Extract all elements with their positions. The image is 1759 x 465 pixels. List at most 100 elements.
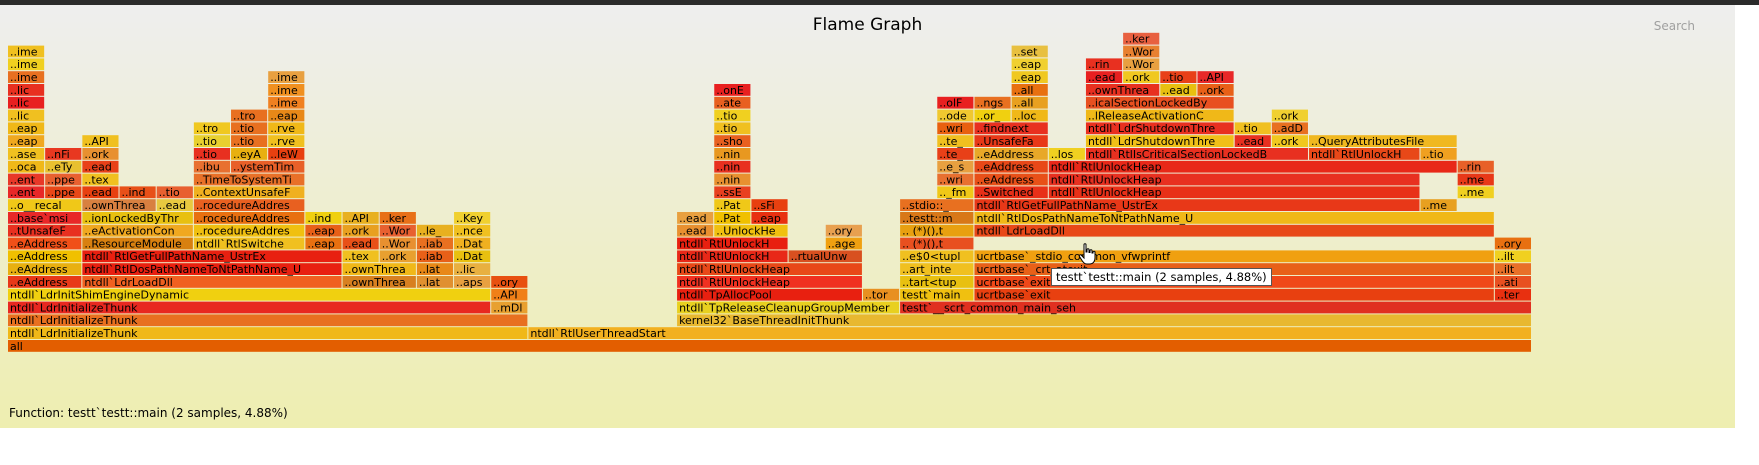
flame-frame-rect[interactable] <box>1420 148 1457 160</box>
flame-frame[interactable]: all <box>8 340 1531 353</box>
flame-frame[interactable]: ..Dat <box>454 237 491 250</box>
flame-frame-rect[interactable] <box>268 148 305 160</box>
search-button[interactable]: Search <box>1653 19 1695 33</box>
flame-frame[interactable]: ntdll`LdrLoadDll <box>82 276 342 289</box>
flame-frame-rect[interactable] <box>491 288 528 301</box>
flame-frame-rect[interactable] <box>156 199 193 211</box>
flame-frame-rect[interactable] <box>82 224 193 237</box>
flame-frame[interactable]: ..tio <box>1160 71 1197 84</box>
flame-frame[interactable]: ..iab <box>416 250 454 263</box>
flame-frame[interactable]: testt`main <box>900 289 974 302</box>
flame-frame[interactable]: ..ode <box>937 109 974 122</box>
flame-frame-rect[interactable] <box>231 109 268 122</box>
flame-frame-rect[interactable] <box>454 263 491 275</box>
flame-frame-rect[interactable] <box>974 148 1048 160</box>
flame-frame[interactable]: .._fm <box>937 186 974 199</box>
flame-frame-rect[interactable] <box>8 122 45 135</box>
flame-frame-rect[interactable] <box>751 199 788 211</box>
flame-frame-rect[interactable] <box>193 173 305 186</box>
flame-frame-rect[interactable] <box>8 237 82 250</box>
flame-frame[interactable]: ..ionLockedByThr <box>82 212 193 225</box>
flame-frame-rect[interactable] <box>1494 237 1531 250</box>
flame-frame[interactable]: ..TimeToSystemTi <box>193 173 305 186</box>
flame-frame[interactable]: ucrtbase`exit <box>974 288 1494 302</box>
flame-frame[interactable]: ..ind <box>305 212 342 225</box>
flame-frame-rect[interactable] <box>900 212 974 224</box>
flame-frame[interactable]: ..ead <box>156 199 193 212</box>
flame-frame[interactable]: ..rin <box>1457 161 1494 174</box>
flame-frame[interactable]: ..Switched <box>974 186 1048 199</box>
flame-frame[interactable]: ..ppe <box>45 186 82 199</box>
flame-frame-rect[interactable] <box>937 122 974 135</box>
flame-frame-rect[interactable] <box>8 148 45 160</box>
flame-frame[interactable]: ..API <box>342 212 379 225</box>
flame-frame-rect[interactable] <box>714 148 751 160</box>
flame-frame[interactable]: ..onE <box>714 84 751 97</box>
flame-frame[interactable]: ..tex <box>342 250 379 263</box>
flame-frame[interactable]: ..eAddress <box>8 263 82 276</box>
flame-frame[interactable]: ..rin <box>1085 58 1123 71</box>
flame-frame-rect[interactable] <box>1085 71 1123 83</box>
flame-frame-rect[interactable] <box>974 288 1494 301</box>
flame-frame-rect[interactable] <box>1420 199 1457 211</box>
flame-frame-rect[interactable] <box>454 250 491 263</box>
flame-frame-rect[interactable] <box>1085 122 1234 135</box>
flame-frame-rect[interactable] <box>1494 263 1531 275</box>
flame-frame[interactable]: ..eAddress <box>8 276 82 289</box>
flame-frame[interactable]: ..icalSectionLockedBy <box>1085 97 1234 110</box>
flame-frame[interactable]: ..tex <box>82 173 119 186</box>
flame-frame-rect[interactable] <box>714 84 751 96</box>
flame-frame-rect[interactable] <box>8 109 45 122</box>
flame-frame-rect[interactable] <box>8 199 82 211</box>
flame-frame-rect[interactable] <box>45 186 82 199</box>
flame-frame[interactable]: testt`__scrt_common_main_seh <box>900 301 1531 314</box>
flame-frame[interactable]: ..ownThrea <box>342 263 416 276</box>
flame-frame[interactable]: ntdll`RtlSwitche <box>193 237 305 250</box>
flame-frame[interactable]: ..lic <box>8 109 45 122</box>
flame-frame[interactable]: ..ent <box>8 186 45 199</box>
flame-frame[interactable]: ucrtbase`_stdio_common_vfwprintf <box>974 250 1494 263</box>
flame-frame[interactable]: ..eAddress <box>974 173 1048 186</box>
flame-frame[interactable]: ..ker <box>1123 33 1160 46</box>
flame-frame-rect[interactable] <box>974 160 1048 173</box>
flame-frame-rect[interactable] <box>937 186 974 199</box>
flame-frame[interactable]: ntdll`RtlUnlockHeap <box>1048 173 1420 186</box>
flame-frame[interactable]: ..set <box>1011 45 1048 58</box>
flame-frame-rect[interactable] <box>82 263 342 275</box>
flame-frame[interactable]: ..ime <box>8 45 45 58</box>
flame-frame-rect[interactable] <box>751 212 788 224</box>
flame-frame[interactable]: ..ase <box>8 148 45 161</box>
flame-frame[interactable]: ..tor <box>862 289 900 302</box>
flame-frame-rect[interactable] <box>974 135 1048 147</box>
flame-frame-rect[interactable] <box>900 250 974 263</box>
flame-frame-rect[interactable] <box>8 263 82 275</box>
flame-frame[interactable]: ..ResourceModule <box>82 237 193 250</box>
flame-frame-rect[interactable] <box>528 327 1531 339</box>
flame-frame-rect[interactable] <box>82 148 119 160</box>
flame-frame[interactable]: ..all <box>1011 84 1048 97</box>
flame-frame[interactable]: ..me <box>1457 186 1494 199</box>
flame-frame-rect[interactable] <box>1234 135 1271 147</box>
flame-frame-rect[interactable] <box>1197 84 1234 96</box>
flame-frame-rect[interactable] <box>677 250 788 263</box>
flame-frame-rect[interactable] <box>379 224 416 237</box>
flame-frame-rect[interactable] <box>974 122 1048 135</box>
flame-frame-rect[interactable] <box>1048 186 1420 199</box>
flame-frame-rect[interactable] <box>8 58 45 71</box>
flame-frame[interactable]: ntdll`TpReleaseCleanupGroupMember <box>677 301 900 314</box>
flame-frame[interactable]: ntdll`LdrLoadDll <box>974 225 1494 238</box>
flame-frame-rect[interactable] <box>714 224 788 237</box>
flame-frame-rect[interactable] <box>900 199 974 211</box>
flame-frame-rect[interactable] <box>8 71 45 83</box>
flame-frame[interactable]: ..eap <box>305 237 342 250</box>
flame-frame[interactable]: ..tro <box>231 109 268 122</box>
flame-frame[interactable]: ..Wor <box>379 237 416 250</box>
flame-frame-rect[interactable] <box>677 224 714 237</box>
flame-frame-rect[interactable] <box>193 148 231 160</box>
flame-frame-rect[interactable] <box>1085 148 1308 160</box>
flame-frame[interactable]: ..ead <box>677 212 714 225</box>
flame-frame-rect[interactable] <box>974 212 1494 224</box>
flame-frame[interactable]: ..nin <box>714 173 751 186</box>
flame-frame-rect[interactable] <box>825 224 862 237</box>
flame-frame[interactable]: ..ker <box>379 212 416 225</box>
